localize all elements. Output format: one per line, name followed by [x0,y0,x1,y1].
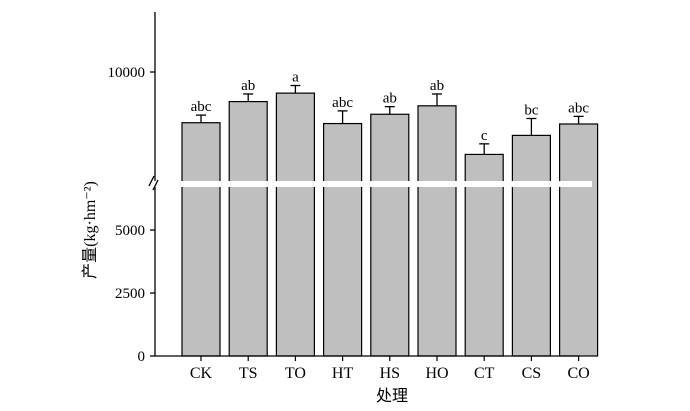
axis-break-layer [147,175,592,191]
x-tick-label-to: TO [285,365,306,382]
bar-cs [511,134,552,357]
bar-ts [228,100,268,357]
significance-label-hs: ab [383,91,397,107]
bar-co [558,123,599,357]
bar-ct [464,153,504,357]
x-axis-title: 处理 [376,387,408,405]
bar-to [275,92,315,357]
axis-break-mark-1 [148,175,155,187]
bar-ck [181,122,221,357]
y-tick-label-0: 0 [138,349,146,365]
x-tick-label-ho: HO [425,365,448,382]
y-tick-label-2500: 2500 [115,286,145,302]
x-tick-label-co: CO [567,365,589,382]
y-axis-title: 产量(kg·hm⁻²) [81,181,99,279]
x-tick-label-ts: TS [239,365,258,382]
bar-hs [370,113,410,357]
x-tick-label-ht: HT [332,365,354,382]
significance-label-ct: c [481,128,488,144]
bars-layer [181,92,599,357]
x-tick-label-ct: CT [474,365,495,382]
y-tick-label-5000: 5000 [115,223,145,239]
x-tick-label-ck: CK [190,365,213,382]
significance-label-ts: ab [241,78,255,94]
axis-break-gap [147,181,592,187]
significance-label-ho: ab [430,78,444,94]
axis-break-mark-2 [152,179,159,191]
significance-label-to: a [292,70,299,86]
y-tick-label-10000: 10000 [108,65,146,81]
x-tick-label-cs: CS [522,365,542,382]
significance-label-cs: bc [524,102,539,118]
significance-label-ck: abc [191,99,212,115]
x-tick-label-hs: HS [380,365,400,382]
significance-label-ht: abc [332,95,353,111]
bar-ht [323,122,363,357]
significance-label-co: abc [568,100,589,116]
bar-ho [417,105,457,357]
error-bars-layer [196,84,584,155]
labels-layer: CK TS TO HT HS HO CT CS CO 0 2500 5000 10000 [108,65,590,382]
